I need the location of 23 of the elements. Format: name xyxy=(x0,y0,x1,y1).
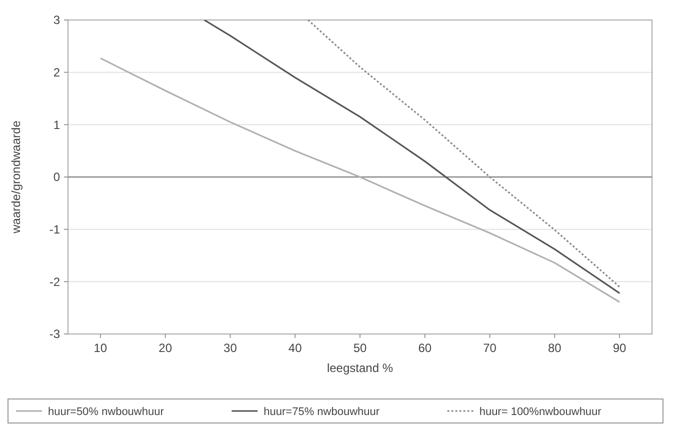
line-series xyxy=(203,20,620,294)
y-tick-label: 3 xyxy=(53,13,60,28)
y-tick-label: 1 xyxy=(53,118,60,132)
x-axis-title: leegstand % xyxy=(326,361,394,375)
x-tick-label: 40 xyxy=(288,341,302,355)
y-tick-label: -3 xyxy=(49,327,60,342)
x-tick-label: 10 xyxy=(94,341,108,355)
legend-label: huur=75% nwbouwhuur xyxy=(264,406,380,418)
line-series xyxy=(100,57,620,303)
y-axis-title: waarde/grondwaarde xyxy=(9,120,23,234)
x-tick-label: 90 xyxy=(612,341,627,355)
y-tick-label: -2 xyxy=(49,274,60,289)
legend-label: huur=50% nwbouwhuur xyxy=(48,406,164,418)
x-tick-label: 60 xyxy=(418,341,432,355)
legend-label: huur= 100%nwbouwhuur xyxy=(479,406,602,418)
y-tick-label: -1 xyxy=(49,222,60,237)
x-tick-label: 30 xyxy=(224,341,238,355)
x-tick-label: 70 xyxy=(483,341,497,355)
x-tick-label: 50 xyxy=(353,341,367,355)
x-tick-label: 80 xyxy=(548,341,562,355)
y-tick-label: 2 xyxy=(53,66,60,80)
x-tick-label: 20 xyxy=(158,341,172,355)
y-tick-label: 0 xyxy=(53,170,60,184)
